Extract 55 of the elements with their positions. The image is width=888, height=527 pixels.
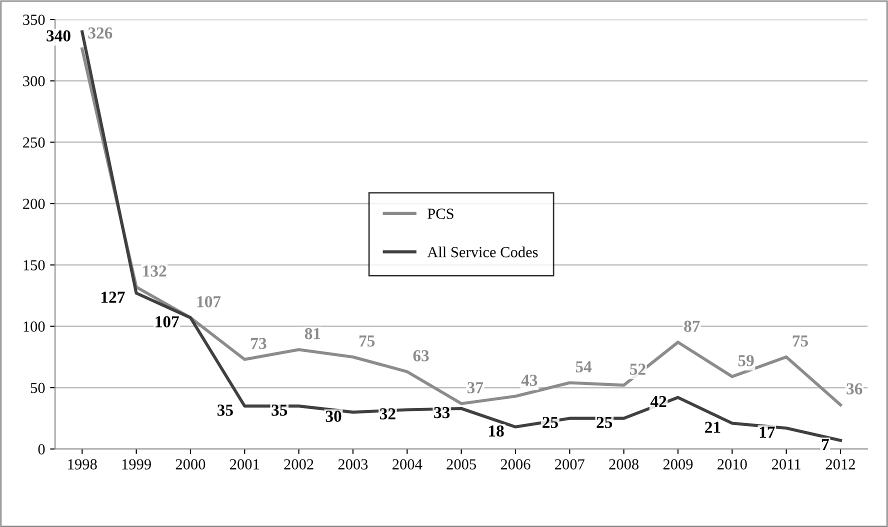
x-tick-label: 2011 xyxy=(772,459,800,470)
y-tick-label: 50 xyxy=(30,382,45,394)
x-tick-label: 2002 xyxy=(284,459,314,470)
data-label: 75 xyxy=(359,336,375,347)
x-tick-label: 2010 xyxy=(718,459,747,470)
data-label: 33 xyxy=(434,407,450,418)
x-tick-label: 2001 xyxy=(230,459,260,470)
data-label: 54 xyxy=(576,361,592,372)
x-tick-label: 2004 xyxy=(392,459,422,470)
data-label: 18 xyxy=(489,425,504,437)
data-label: 35 xyxy=(217,404,233,416)
y-tick-label: 100 xyxy=(24,321,45,332)
data-label: 21 xyxy=(705,422,720,433)
x-tick-label: 2012 xyxy=(826,459,855,470)
x-tick-label: 1998 xyxy=(68,459,97,470)
x-tick-label: 2006 xyxy=(500,459,530,470)
data-label: 43 xyxy=(521,374,538,386)
data-label: 81 xyxy=(304,328,320,340)
legend-label: PCS xyxy=(428,208,454,219)
y-tick-label: 350 xyxy=(23,14,45,25)
x-tick-label: 2003 xyxy=(338,459,368,470)
data-label: 30 xyxy=(326,410,342,422)
data-label: 7 xyxy=(822,439,829,450)
data-label: 127 xyxy=(102,292,125,303)
data-label: 36 xyxy=(846,383,862,394)
x-tick-label: 2009 xyxy=(663,459,693,470)
y-tick-label: 150 xyxy=(24,260,45,270)
y-tick-label: 0 xyxy=(38,444,45,454)
x-tick-label: 2000 xyxy=(176,459,206,470)
data-label: 107 xyxy=(197,296,221,308)
data-label: 132 xyxy=(143,265,166,277)
x-tick-label: 1999 xyxy=(122,459,151,470)
data-label: 25 xyxy=(542,416,558,428)
data-label: 35 xyxy=(272,404,288,416)
data-label: 107 xyxy=(156,316,179,328)
data-label: 340 xyxy=(46,30,70,42)
x-tick-label: 2008 xyxy=(609,459,639,470)
data-label: 32 xyxy=(380,408,396,420)
data-label: 52 xyxy=(630,364,646,375)
y-tick-label: 300 xyxy=(23,76,45,86)
x-tick-label: 2005 xyxy=(446,459,476,470)
data-label: 326 xyxy=(88,27,112,39)
y-tick-label: 200 xyxy=(23,198,45,210)
x-tick-label: 2007 xyxy=(555,459,584,470)
data-label: 25 xyxy=(596,416,612,428)
data-label: 17 xyxy=(760,426,775,438)
data-label: 59 xyxy=(738,355,754,366)
data-label: 37 xyxy=(468,382,484,394)
data-label: 63 xyxy=(413,350,429,362)
data-label: 87 xyxy=(684,320,700,332)
data-label: 73 xyxy=(251,338,266,350)
data-label: 42 xyxy=(650,396,666,408)
y-tick-label: 250 xyxy=(23,137,45,148)
data-label: 75 xyxy=(792,336,808,347)
legend-label: All Service Codes xyxy=(427,246,538,258)
